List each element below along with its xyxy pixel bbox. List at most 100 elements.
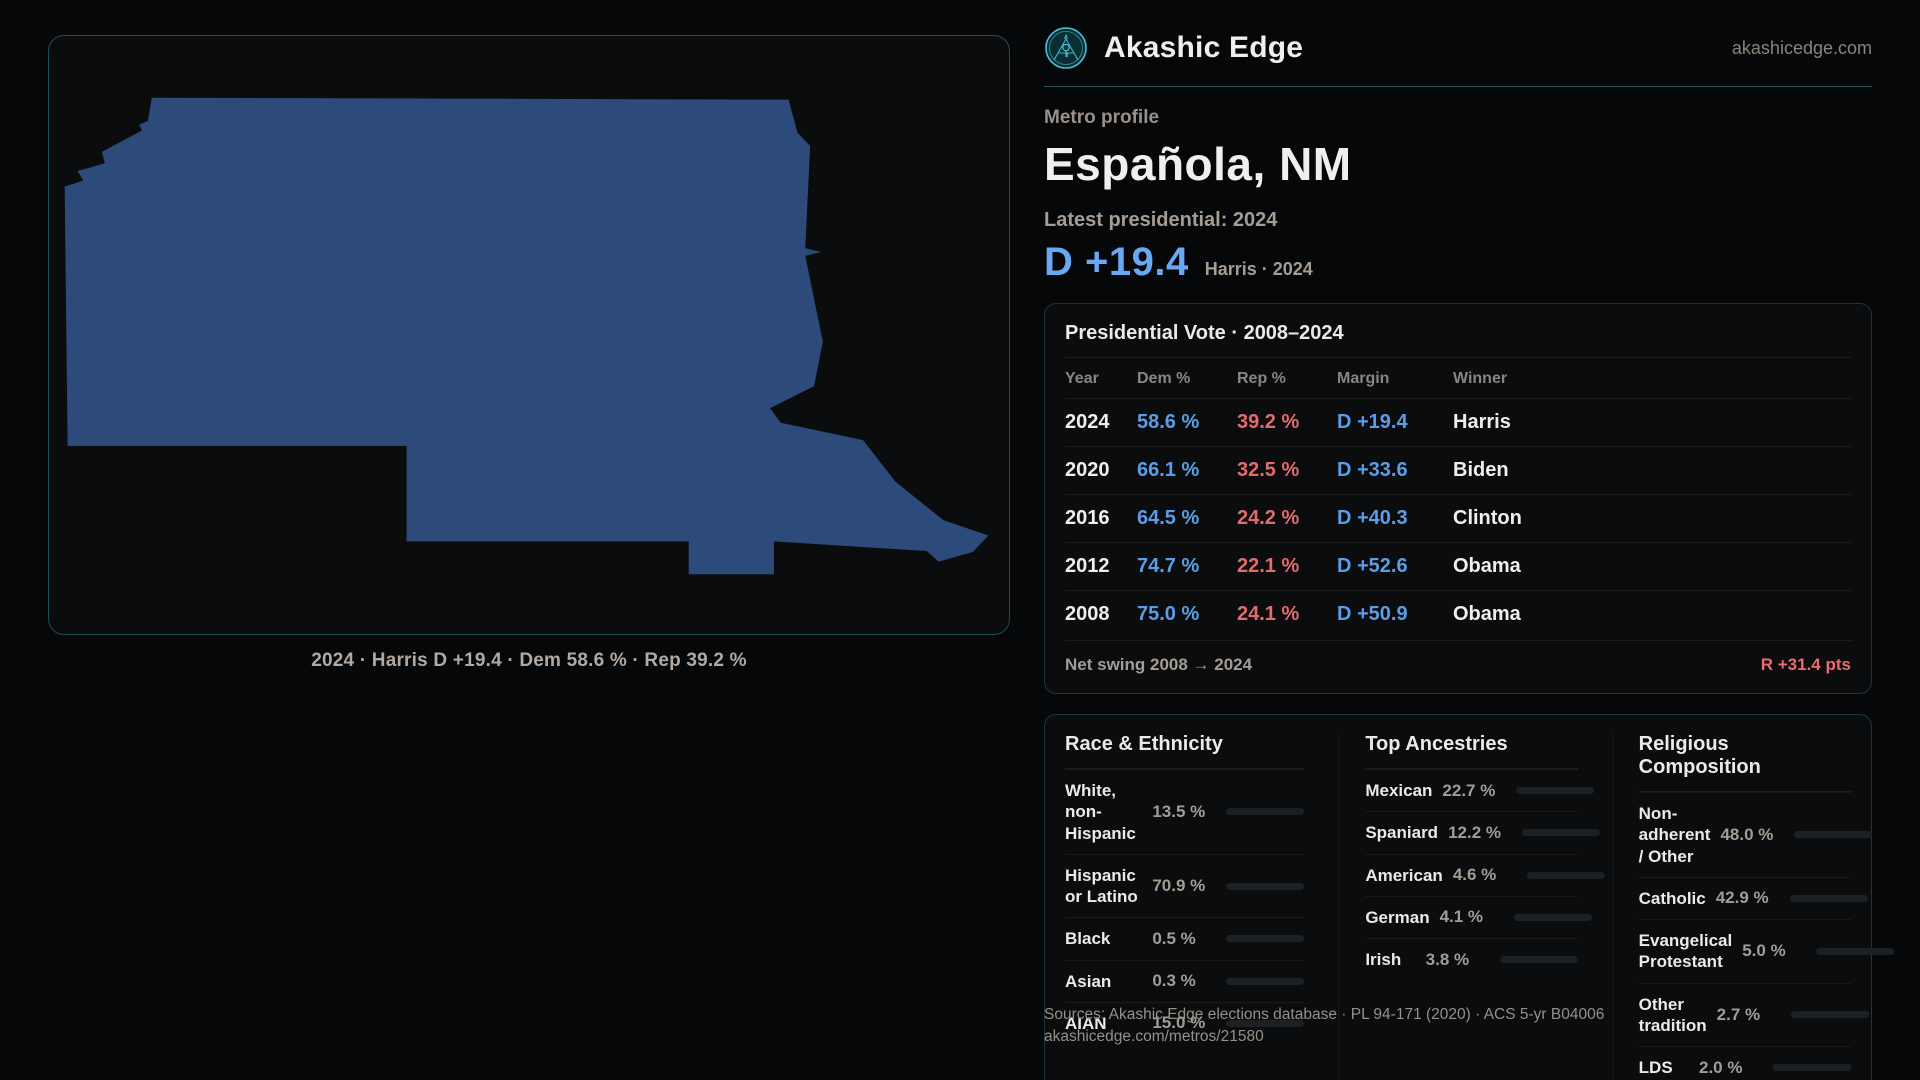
percent-bar bbox=[1816, 947, 1895, 955]
race-ethnicity-section: Race & Ethnicity White, non-Hispanic 13.… bbox=[1065, 733, 1305, 1080]
site-url-link[interactable]: akashicedge.com bbox=[1731, 37, 1872, 58]
col-margin: Margin bbox=[1337, 370, 1390, 387]
winner-cell: Obama bbox=[1453, 603, 1521, 625]
percent-bar bbox=[1772, 1064, 1851, 1072]
row-label: German bbox=[1365, 907, 1430, 927]
row-label: Non-adherent / Other bbox=[1638, 804, 1711, 866]
net-swing-value: R +31.4 pts bbox=[1760, 655, 1851, 674]
percent-bar bbox=[1226, 808, 1305, 816]
row-label: Spaniard bbox=[1365, 823, 1439, 843]
county-map-panel bbox=[48, 35, 1010, 635]
row-label: White, non-Hispanic bbox=[1065, 781, 1136, 843]
demographic-row: Hispanic or Latino 70.9 % bbox=[1065, 853, 1305, 918]
ancestries-title: Top Ancestries bbox=[1365, 733, 1508, 755]
row-label: Other tradition bbox=[1638, 994, 1707, 1035]
divider bbox=[1638, 791, 1851, 792]
demographic-row: Asian 0.3 % bbox=[1065, 959, 1305, 1002]
percent-bar bbox=[1226, 935, 1305, 943]
demographics-card: Race & Ethnicity White, non-Hispanic 13.… bbox=[1044, 714, 1895, 1080]
dem-pct-cell: 74.7 % bbox=[1137, 555, 1200, 577]
percent-bar bbox=[1526, 871, 1605, 879]
row-value: 12.2 % bbox=[1448, 822, 1502, 842]
percent-bar bbox=[1789, 894, 1868, 902]
row-value: 4.1 % bbox=[1439, 907, 1484, 927]
demographic-row: American 4.6 % bbox=[1365, 853, 1605, 896]
permalink[interactable]: akashicedge.com/metros/21580 bbox=[1044, 1028, 1264, 1046]
row-value: 22.7 % bbox=[1442, 780, 1496, 800]
rep-pct-cell: 39.2 % bbox=[1237, 411, 1300, 433]
winner-cell: Harris bbox=[1453, 411, 1511, 433]
row-value: 3.8 % bbox=[1425, 949, 1470, 969]
percent-bar bbox=[1794, 831, 1873, 839]
winner-cell: Biden bbox=[1453, 459, 1509, 481]
demographic-row: Irish 3.8 % bbox=[1365, 938, 1578, 980]
vote-table-body: 2024 58.6 % 39.2 % D +19.4 Harris 2020 6… bbox=[1065, 398, 1851, 638]
margin-value: D +19.4 bbox=[1044, 240, 1189, 284]
row-value: 70.9 % bbox=[1152, 876, 1206, 895]
divider bbox=[1065, 768, 1305, 769]
row-value: 4.6 % bbox=[1452, 865, 1497, 885]
demographic-row: Non-adherent / Other 48.0 % bbox=[1638, 792, 1873, 877]
top-ancestries-section: Top Ancestries Mexican 22.7 % Spaniard 1… bbox=[1338, 733, 1605, 1080]
demographic-row: Black 0.5 % bbox=[1065, 917, 1305, 959]
row-label: Mexican bbox=[1365, 781, 1433, 800]
col-dem: Dem % bbox=[1137, 370, 1191, 387]
presidential-vote-card: Presidential Vote · 2008–2024 Year Dem %… bbox=[1044, 303, 1872, 694]
percent-bar bbox=[1226, 1019, 1305, 1027]
percent-bar bbox=[1499, 956, 1578, 964]
demographic-row: White, non-Hispanic 13.5 % bbox=[1065, 769, 1305, 854]
rep-pct-cell: 22.1 % bbox=[1237, 555, 1300, 577]
row-value: 2.7 % bbox=[1716, 1004, 1761, 1024]
vote-card-title: Presidential Vote · 2008–2024 bbox=[1065, 322, 1344, 344]
percent-bar bbox=[1522, 829, 1601, 837]
year-cell: 2020 bbox=[1065, 459, 1110, 481]
row-label: Irish bbox=[1365, 950, 1402, 969]
map-caption: 2024 · Harris D +19.4 · Dem 58.6 % · Rep… bbox=[311, 650, 747, 671]
percent-bar bbox=[1790, 1011, 1869, 1019]
demographic-row: Mexican 22.7 % bbox=[1365, 769, 1595, 811]
dem-pct-cell: 64.5 % bbox=[1137, 507, 1200, 529]
row-label: Asian bbox=[1065, 971, 1112, 991]
demographic-row: Catholic 42.9 % bbox=[1638, 876, 1868, 919]
ancestry-rows: Mexican 22.7 % Spaniard 12.2 % American … bbox=[1365, 769, 1605, 980]
profile-panel: Akashic Edge akashicedge.com Metro profi… bbox=[1044, 0, 1895, 1080]
vote-table-row: 2024 58.6 % 39.2 % D +19.4 Harris bbox=[1065, 398, 1851, 446]
rep-pct-cell: 32.5 % bbox=[1237, 459, 1300, 481]
row-value: 48.0 % bbox=[1720, 824, 1774, 844]
year-cell: 2024 bbox=[1065, 411, 1110, 433]
year-cell: 2012 bbox=[1065, 555, 1110, 577]
latest-presidential-label: Latest presidential: 2024 bbox=[1044, 209, 1278, 231]
metro-profile-kicker: Metro profile bbox=[1044, 107, 1160, 128]
county-map bbox=[64, 97, 989, 575]
row-value: 5.0 % bbox=[1742, 941, 1786, 961]
vote-table-row: 2012 74.7 % 22.1 % D +52.6 Obama bbox=[1065, 542, 1851, 590]
vote-table-header: Year Dem % Rep % Margin Winner bbox=[1065, 358, 1851, 398]
dem-pct-cell: 58.6 % bbox=[1137, 411, 1200, 433]
divider bbox=[1365, 768, 1578, 769]
winner-cell: Clinton bbox=[1453, 507, 1522, 529]
vote-table-row: 2016 64.5 % 24.2 % D +40.3 Clinton bbox=[1065, 494, 1851, 542]
row-label: LDS bbox=[1638, 1058, 1673, 1077]
row-value: 15.0 % bbox=[1152, 1013, 1206, 1033]
race-rows: White, non-Hispanic 13.5 % Hispanic or L… bbox=[1065, 769, 1305, 1044]
demographic-row: Evangelical Protestant 5.0 % bbox=[1638, 919, 1895, 983]
margin-note: Harris · 2024 bbox=[1204, 259, 1313, 279]
vote-table-row: 2008 75.0 % 24.1 % D +50.9 Obama bbox=[1065, 590, 1851, 638]
percent-bar bbox=[1226, 882, 1305, 890]
col-winner: Winner bbox=[1453, 370, 1508, 387]
row-value: 13.5 % bbox=[1152, 801, 1206, 821]
row-label: Black bbox=[1065, 929, 1111, 949]
percent-bar bbox=[1513, 913, 1592, 921]
demographic-row: AIAN 15.0 % bbox=[1065, 1001, 1305, 1044]
sources-line: Sources: Akashic Edge elections database… bbox=[1044, 1006, 1605, 1023]
margin-cell: D +50.9 bbox=[1337, 603, 1408, 625]
row-label: Catholic bbox=[1638, 888, 1706, 908]
year-cell: 2016 bbox=[1065, 507, 1110, 529]
religious-composition-section: Religious Composition Non-adherent / Oth… bbox=[1611, 733, 1895, 1080]
religion-title: Religious Composition bbox=[1638, 733, 1761, 778]
row-label: Evangelical Protestant bbox=[1638, 931, 1733, 972]
row-value: 0.5 % bbox=[1152, 928, 1196, 948]
margin-cell: D +19.4 bbox=[1337, 411, 1408, 433]
vote-table-row: 2020 66.1 % 32.5 % D +33.6 Biden bbox=[1065, 446, 1851, 494]
dem-pct-cell: 66.1 % bbox=[1137, 459, 1200, 481]
